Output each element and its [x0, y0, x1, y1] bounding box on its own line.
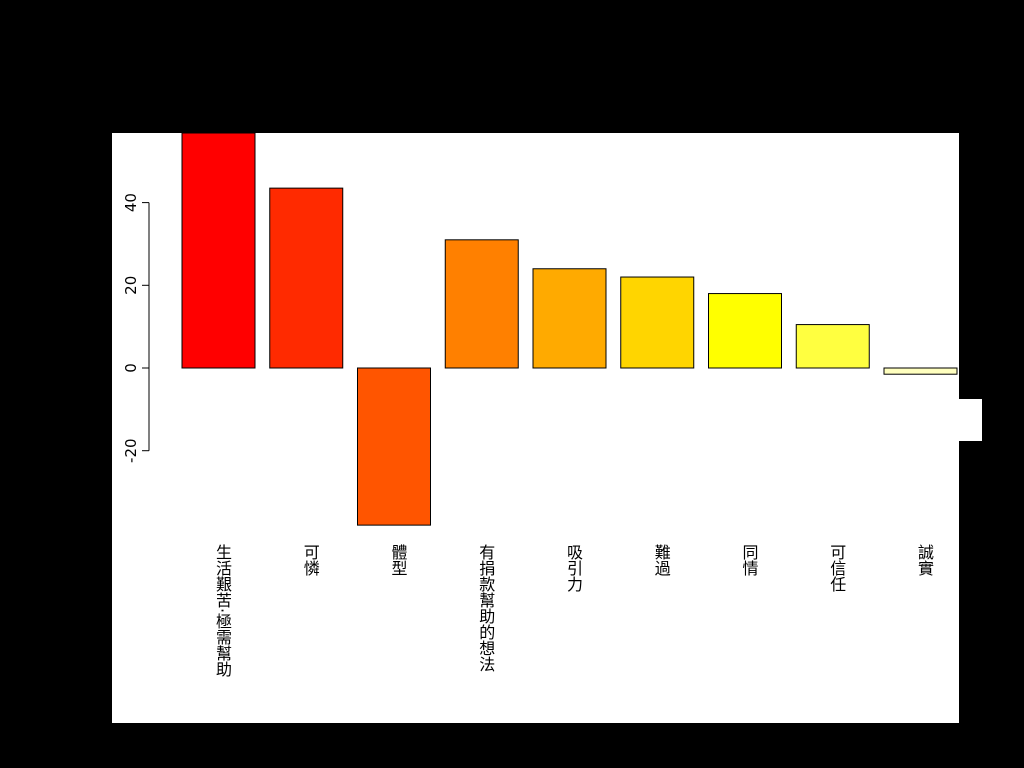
bar-6 [620, 276, 695, 369]
bar-5 [532, 268, 607, 369]
y-tick-label: 0 [122, 363, 140, 373]
bar-1 [181, 132, 256, 369]
y-tick-label: 20 [122, 276, 140, 295]
bar-3 [357, 367, 431, 526]
bar-8 [795, 324, 870, 369]
category-label: 體型 [389, 544, 408, 576]
category-label: 吸引力 [564, 544, 583, 593]
bar-7 [708, 293, 782, 369]
bar-9 [883, 367, 958, 375]
category-label: 可信任 [827, 544, 846, 592]
category-label: 同情 [740, 544, 759, 577]
bar-2 [269, 187, 344, 369]
category-labels: 生活艱苦·極需幫助 可憐 體型 有捐款幫助的想法 吸引力 難過 同情 可信任 誠實 [213, 544, 934, 678]
category-label: 可憐 [301, 544, 320, 576]
category-label: 有捐款幫助的想法 [476, 544, 495, 672]
y-axis: -20 0 20 40 [122, 193, 150, 463]
category-label: 誠實 [915, 544, 934, 576]
y-tick-label: 40 [122, 193, 140, 212]
category-label: 難過 [652, 544, 671, 577]
category-label: 生活艱苦·極需幫助 [213, 544, 232, 678]
bar-4 [444, 239, 519, 369]
legend-area [959, 399, 982, 441]
y-tick-label: -20 [122, 438, 140, 463]
bars-group [181, 132, 958, 526]
